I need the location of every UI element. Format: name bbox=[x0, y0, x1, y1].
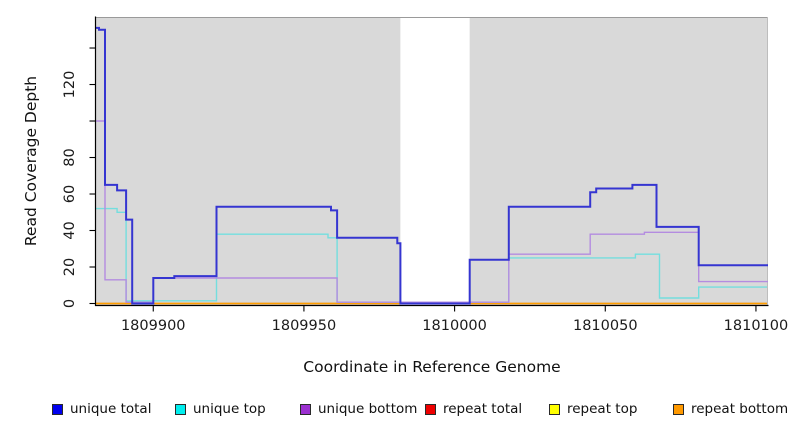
legend-item-repeat-top: repeat top bbox=[549, 401, 637, 417]
legend-label-unique-total: unique total bbox=[70, 401, 152, 417]
legend-swatch-repeat-bottom bbox=[673, 403, 684, 415]
y-tick-label: 20 bbox=[62, 258, 78, 276]
x-tick-label: 1810100 bbox=[724, 318, 789, 334]
x-tick-label: 1810000 bbox=[422, 318, 487, 334]
legend-swatch-unique-top bbox=[175, 403, 186, 415]
legend-item-repeat-total: repeat total bbox=[425, 401, 522, 417]
coverage-plot-svg: 0 20 40 60 80 120 1809900 1809950 1810000 1810050… bbox=[62, 16, 789, 334]
x-axis-title: Coordinate in Reference Genome bbox=[303, 358, 561, 376]
legend-swatch-unique-total bbox=[52, 403, 63, 415]
legend-label-repeat-bottom: repeat bottom bbox=[691, 401, 789, 417]
legend-swatch-unique-bottom bbox=[300, 403, 311, 415]
legend-item-unique-total: unique total bbox=[52, 401, 151, 417]
x-tick-label: 1809950 bbox=[272, 318, 337, 334]
legend-label-unique-bottom: unique bottom bbox=[318, 401, 418, 417]
y-tick-label: 40 bbox=[62, 221, 78, 239]
y-tick-label: 120 bbox=[62, 71, 78, 99]
y-tick-label: 60 bbox=[62, 185, 78, 203]
series-line-unique-top bbox=[96, 207, 768, 303]
legend-label-repeat-total: repeat total bbox=[443, 401, 523, 417]
x-tick-label: 1809900 bbox=[121, 318, 186, 334]
legend: unique total unique top unique bottom repea… bbox=[0, 401, 792, 423]
legend-swatch-repeat-total bbox=[425, 403, 436, 415]
legend-item-repeat-bottom: repeat bottom bbox=[673, 401, 788, 417]
no-data-region bbox=[400, 18, 470, 305]
legend-item-unique-top: unique top bbox=[175, 401, 266, 417]
legend-label-repeat-top: repeat top bbox=[567, 401, 638, 417]
y-tick-label: 80 bbox=[62, 148, 78, 166]
y-tick-label: 0 bbox=[62, 299, 78, 308]
series-line-unique-total bbox=[96, 26, 768, 305]
legend-label-unique-top: unique top bbox=[193, 401, 266, 417]
series-line-unique-bottom bbox=[96, 120, 768, 303]
y-axis-title: Read Coverage Depth bbox=[22, 75, 40, 247]
x-tick-label: 1810050 bbox=[573, 318, 638, 334]
legend-item-unique-bottom: unique bottom bbox=[300, 401, 417, 417]
legend-swatch-repeat-top bbox=[549, 403, 560, 415]
